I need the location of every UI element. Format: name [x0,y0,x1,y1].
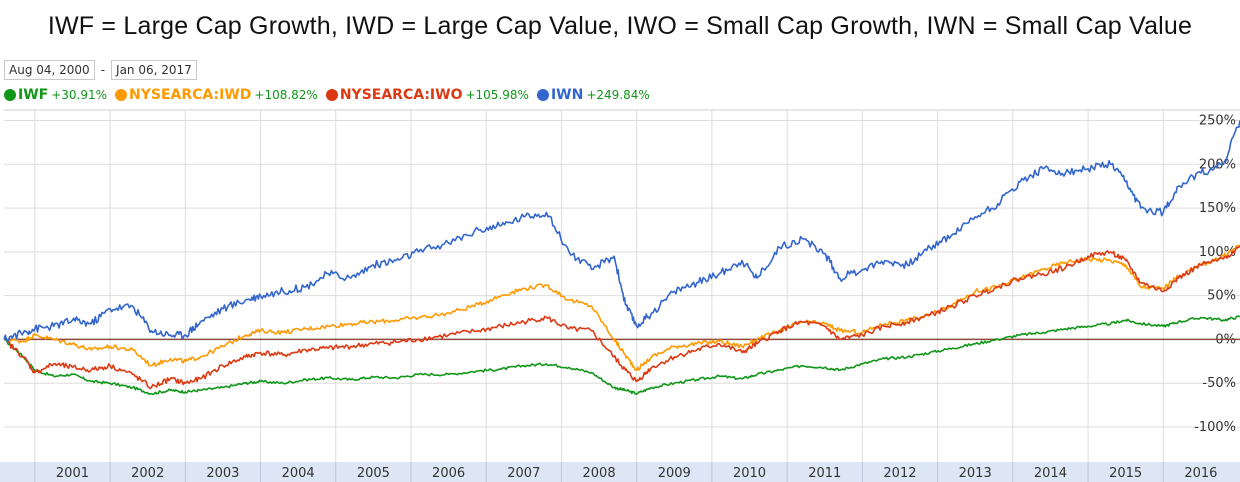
y-tick-label: 150% [1199,201,1236,216]
x-tick-label: 2013 [959,466,992,481]
date-range: Aug 04, 2000 - Jan 06, 2017 [4,60,197,80]
legend-item[interactable]: NYSEARCA:IWO +105.98% [325,87,529,103]
series-line-iwn [3,120,1240,342]
legend-series-name: IWF [18,87,49,103]
legend-series-change: +30.91% [51,88,108,102]
legend-item[interactable]: NYSEARCA:IWD +108.82% [115,87,318,103]
y-tick-label: 250% [1199,114,1236,129]
series-line-iwf [3,315,1240,396]
x-tick-label: 2002 [131,466,164,481]
x-tick-label: 2006 [432,466,465,481]
chart-title: IWF = Large Cap Growth, IWD = Large Cap … [47,12,1193,40]
x-tick-label: 2010 [733,466,766,481]
date-separator: - [100,63,106,77]
y-tick-label: 50% [1207,289,1236,304]
x-tick-label: 2015 [1109,466,1142,481]
x-tick-label: 2007 [507,466,540,481]
x-tick-label: 2005 [357,466,390,481]
x-tick-label: 2003 [206,466,239,481]
x-tick-label: 2014 [1034,466,1067,481]
legend-dot-icon [115,89,128,101]
legend-series-name: NYSEARCA:IWD [129,87,252,103]
x-tick-label: 2011 [808,466,841,481]
legend-series-change: +108.82% [254,88,318,102]
legend-dot-icon [536,89,549,101]
end-date-input[interactable]: Jan 06, 2017 [111,60,197,80]
legend-series-name: IWN [550,87,584,103]
start-date-input[interactable]: Aug 04, 2000 [4,60,95,80]
x-axis-bar [0,462,1240,482]
x-tick-label: 2016 [1184,466,1217,481]
legend-item[interactable]: IWN +249.84% [536,87,650,103]
x-tick-label: 2001 [56,466,89,481]
legend-item[interactable]: IWF +30.91% [4,87,107,103]
series-line-nysearca-iwd [3,244,1240,371]
legend-dot-icon [325,89,338,101]
legend-series-change: +249.84% [586,88,650,102]
legend-dot-icon [4,89,16,101]
legend-series-name: NYSEARCA:IWO [339,87,463,103]
legend-series-change: +105.98% [465,88,529,102]
legend: IWF +30.91% NYSEARCA:IWD +108.82% NYSEARCA:I… [4,87,658,103]
x-tick-label: 2009 [658,466,691,481]
x-tick-label: 2008 [583,466,616,481]
x-tick-label: 2012 [883,466,916,481]
y-tick-label: -50% [1202,376,1236,391]
x-tick-label: 2004 [282,466,315,481]
series-line-nysearca-iwo [3,245,1240,390]
y-tick-label: -100% [1194,420,1236,435]
y-tick-label: 100% [1199,245,1236,260]
